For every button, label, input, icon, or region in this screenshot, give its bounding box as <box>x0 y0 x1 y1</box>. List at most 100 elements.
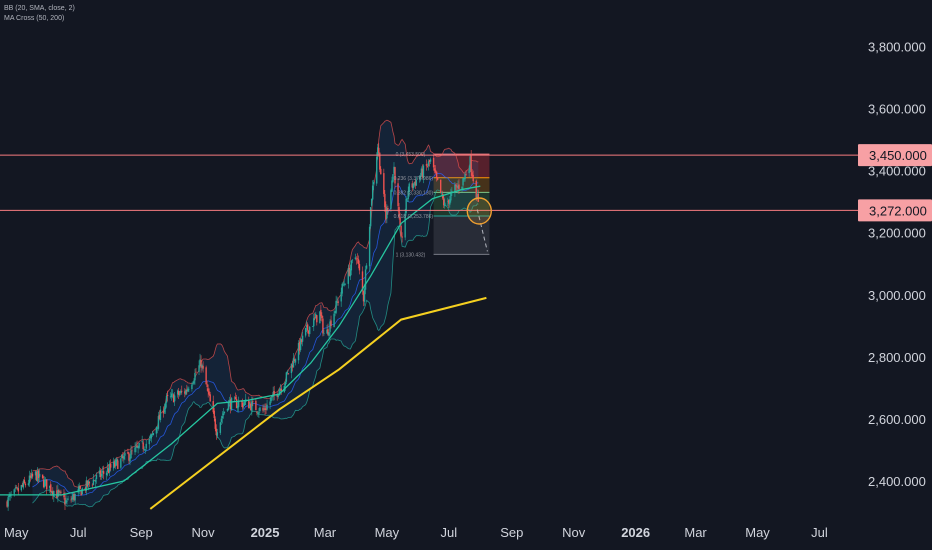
candle <box>316 315 318 326</box>
x-tick-label: 2026 <box>621 525 650 540</box>
candle <box>434 165 437 174</box>
candle <box>164 401 167 414</box>
candle <box>364 265 367 295</box>
fib-band <box>433 154 490 178</box>
candle <box>179 390 181 397</box>
candle <box>384 190 386 212</box>
candle <box>294 358 297 366</box>
candle <box>193 378 195 385</box>
candle <box>435 171 438 182</box>
candle <box>85 476 88 496</box>
candle <box>73 492 75 502</box>
candle <box>472 170 474 184</box>
candle <box>130 445 132 459</box>
candle <box>142 439 144 453</box>
candle <box>98 466 101 478</box>
y-tick-label: 2,800.000 <box>868 350 926 365</box>
candle <box>418 175 421 183</box>
candle <box>469 155 471 173</box>
candle <box>250 401 252 411</box>
candle <box>426 163 429 168</box>
candle <box>408 182 410 197</box>
y-axis[interactable]: 2,400.000 2,600.000 2,800.000 3,000.000 3,20… <box>868 40 926 489</box>
candle <box>405 196 407 216</box>
candle <box>99 468 102 480</box>
candle <box>468 165 470 178</box>
fib-level-label: 0.236 (3,376.986) <box>394 176 434 182</box>
x-tick-label: Sep <box>130 525 153 540</box>
candle <box>377 143 379 160</box>
candle <box>425 159 428 171</box>
candle <box>307 330 310 337</box>
candle <box>265 403 267 415</box>
candle <box>70 495 72 503</box>
x-tick-label: 2025 <box>251 525 280 540</box>
candle <box>422 164 425 184</box>
y-tick-label: 3,600.000 <box>868 102 926 117</box>
highlight-circle <box>466 197 492 225</box>
candle <box>314 312 316 321</box>
fib-band <box>433 215 490 255</box>
candle <box>394 166 396 189</box>
candle <box>334 310 336 317</box>
candle <box>115 457 117 470</box>
x-axis[interactable]: May Jul Sep Nov 2025 Mar May Jul Sep Nov 2026 Mar Ma… <box>4 525 828 540</box>
candle <box>400 223 402 237</box>
indicator-legend[interactable]: BB (20, SMA, close, 2) MA Cross (50, 200… <box>4 4 75 24</box>
candle <box>470 150 472 178</box>
candle <box>329 319 331 337</box>
candle <box>287 373 290 375</box>
candle <box>215 424 217 440</box>
candle <box>355 256 358 265</box>
candle <box>152 432 155 436</box>
level-price-label: 3,272.000 <box>869 203 927 218</box>
candle <box>158 410 161 420</box>
candle <box>464 171 466 182</box>
candle <box>52 487 54 500</box>
candle <box>198 360 200 375</box>
candle <box>222 407 225 419</box>
candle <box>365 263 368 270</box>
level-price-label-bg <box>858 144 932 167</box>
candle <box>221 411 224 424</box>
candle <box>159 406 162 423</box>
candle <box>475 179 477 201</box>
candle <box>264 403 266 416</box>
y-tick-label: 3,800.000 <box>868 40 926 55</box>
x-tick-label: Mar <box>314 525 337 540</box>
candle <box>277 394 279 399</box>
candle <box>143 446 145 451</box>
horizontal-levels[interactable]: 3,450.000 3,272.000 <box>0 144 932 222</box>
candle <box>131 446 133 455</box>
candle <box>349 264 352 280</box>
legend-bb[interactable]: BB (20, SMA, close, 2) <box>4 5 75 12</box>
candle <box>306 322 309 334</box>
candle <box>187 386 189 393</box>
candle <box>81 487 83 495</box>
candle <box>191 382 193 392</box>
legend-ma-cross[interactable]: MA Cross (50, 200) <box>4 15 65 22</box>
candle <box>297 340 300 364</box>
candle <box>137 445 139 454</box>
candle <box>411 180 413 192</box>
candle <box>188 386 190 393</box>
candle <box>300 338 303 345</box>
candle <box>248 396 250 409</box>
candle <box>249 401 251 409</box>
candle <box>372 179 375 190</box>
candle <box>169 392 172 399</box>
candle <box>27 479 30 487</box>
candle <box>21 482 24 488</box>
candle <box>385 201 387 224</box>
candle <box>321 312 323 322</box>
candle <box>342 281 344 287</box>
candle <box>117 458 119 470</box>
candle <box>284 380 287 391</box>
candle <box>309 325 311 337</box>
candle <box>370 198 373 208</box>
candles <box>6 142 479 511</box>
candle <box>456 183 458 191</box>
moving-averages <box>0 185 487 510</box>
candle <box>9 492 11 501</box>
